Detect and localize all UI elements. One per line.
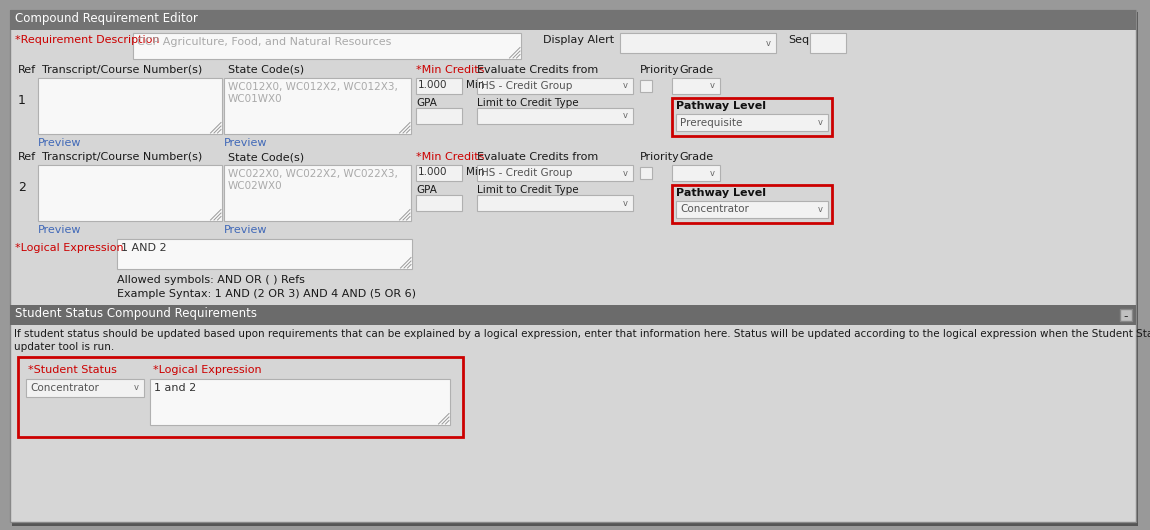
- Text: v: v: [710, 82, 714, 91]
- Bar: [477, 108, 633, 124]
- Text: Transcript/Course Number(s): Transcript/Course Number(s): [43, 65, 202, 75]
- Text: HS - Credit Group: HS - Credit Group: [481, 168, 573, 178]
- Text: Priority: Priority: [641, 65, 680, 75]
- Bar: [477, 195, 633, 211]
- Text: *Logical Expression: *Logical Expression: [153, 365, 262, 375]
- Text: v: v: [622, 111, 628, 120]
- Bar: [133, 33, 521, 59]
- Bar: [477, 165, 633, 181]
- Text: Compound Requirement Editor: Compound Requirement Editor: [15, 12, 198, 25]
- Text: Prerequisite: Prerequisite: [680, 118, 743, 128]
- Text: 1 and 2: 1 and 2: [154, 383, 197, 393]
- Text: Concentrator: Concentrator: [680, 205, 749, 215]
- Bar: [676, 201, 828, 218]
- Bar: [10, 10, 1136, 30]
- Text: Limit to Credit Type: Limit to Credit Type: [477, 98, 578, 108]
- Bar: [26, 379, 144, 397]
- Text: 1 AND 2: 1 AND 2: [121, 243, 167, 253]
- Text: 2: 2: [18, 181, 25, 194]
- Text: Pathway Level: Pathway Level: [676, 188, 766, 198]
- Bar: [117, 239, 412, 269]
- Text: v: v: [622, 169, 628, 178]
- Text: v: v: [766, 39, 771, 48]
- Text: Ref: Ref: [18, 65, 36, 75]
- Text: *Min Credits: *Min Credits: [416, 65, 484, 75]
- Bar: [150, 379, 450, 425]
- Text: Transcript/Course Number(s): Transcript/Course Number(s): [43, 152, 202, 162]
- Text: Grade: Grade: [678, 152, 713, 162]
- Text: Limit to Credit Type: Limit to Credit Type: [477, 185, 578, 195]
- Bar: [810, 33, 846, 53]
- Bar: [641, 167, 652, 179]
- Text: updater tool is run.: updater tool is run.: [14, 342, 114, 352]
- Text: Preview: Preview: [38, 225, 82, 235]
- Text: *Student Status: *Student Status: [28, 365, 117, 375]
- Text: 1: 1: [18, 94, 25, 107]
- Text: Evaluate Credits from: Evaluate Credits from: [477, 65, 598, 75]
- Text: Display Alert: Display Alert: [543, 35, 614, 45]
- Text: *Min Credits: *Min Credits: [416, 152, 484, 162]
- Bar: [672, 98, 831, 136]
- Text: -: -: [1124, 310, 1128, 323]
- Bar: [1120, 309, 1132, 321]
- Text: v: v: [133, 384, 138, 393]
- Text: Pathway Level: Pathway Level: [676, 101, 766, 111]
- Bar: [672, 78, 720, 94]
- Bar: [672, 165, 720, 181]
- Text: *Requirement Description: *Requirement Description: [15, 35, 160, 45]
- Text: *Logical Expression: *Logical Expression: [15, 243, 124, 253]
- Text: WC022X0, WC022X2, WC022X3,
WC02WX0: WC022X0, WC022X2, WC022X3, WC02WX0: [228, 169, 398, 191]
- Text: CCP Agriculture, Food, and Natural Resources: CCP Agriculture, Food, and Natural Resou…: [137, 37, 391, 47]
- Bar: [38, 165, 222, 221]
- Bar: [676, 114, 828, 131]
- Text: Seq: Seq: [788, 35, 810, 45]
- Text: HS - Credit Group: HS - Credit Group: [481, 81, 573, 91]
- Text: v: v: [818, 118, 822, 127]
- Text: 1.000: 1.000: [417, 80, 447, 90]
- Text: Min: Min: [466, 80, 484, 90]
- Text: GPA: GPA: [416, 185, 437, 195]
- Bar: [672, 185, 831, 223]
- Bar: [10, 305, 1136, 325]
- Bar: [38, 78, 222, 134]
- Text: Evaluate Credits from: Evaluate Credits from: [477, 152, 598, 162]
- Bar: [641, 80, 652, 92]
- Text: Priority: Priority: [641, 152, 680, 162]
- Text: GPA: GPA: [416, 98, 437, 108]
- Text: Concentrator: Concentrator: [30, 383, 99, 393]
- Text: 1.000: 1.000: [417, 167, 447, 177]
- Bar: [416, 195, 462, 211]
- Bar: [224, 165, 411, 221]
- Bar: [224, 78, 411, 134]
- Text: Ref: Ref: [18, 152, 36, 162]
- Bar: [18, 357, 463, 437]
- Text: Student Status Compound Requirements: Student Status Compound Requirements: [15, 307, 256, 320]
- Text: Preview: Preview: [38, 138, 82, 148]
- Text: State Code(s): State Code(s): [228, 152, 304, 162]
- Bar: [620, 33, 776, 53]
- Text: Example Syntax: 1 AND (2 OR 3) AND 4 AND (5 OR 6): Example Syntax: 1 AND (2 OR 3) AND 4 AND…: [117, 289, 416, 299]
- Text: WC012X0, WC012X2, WC012X3,
WC01WX0: WC012X0, WC012X2, WC012X3, WC01WX0: [228, 82, 398, 103]
- Text: v: v: [710, 169, 714, 178]
- Text: Min: Min: [466, 167, 484, 177]
- Bar: [416, 108, 462, 124]
- Text: Grade: Grade: [678, 65, 713, 75]
- Text: v: v: [622, 199, 628, 208]
- Text: v: v: [818, 205, 822, 214]
- Text: Preview: Preview: [224, 138, 268, 148]
- Bar: [416, 78, 462, 94]
- Bar: [477, 78, 633, 94]
- Text: Allowed symbols: AND OR ( ) Refs: Allowed symbols: AND OR ( ) Refs: [117, 275, 305, 285]
- Text: State Code(s): State Code(s): [228, 65, 304, 75]
- Text: Preview: Preview: [224, 225, 268, 235]
- Text: v: v: [622, 82, 628, 91]
- Text: If student status should be updated based upon requirements that can be explaine: If student status should be updated base…: [14, 329, 1150, 339]
- Bar: [416, 165, 462, 181]
